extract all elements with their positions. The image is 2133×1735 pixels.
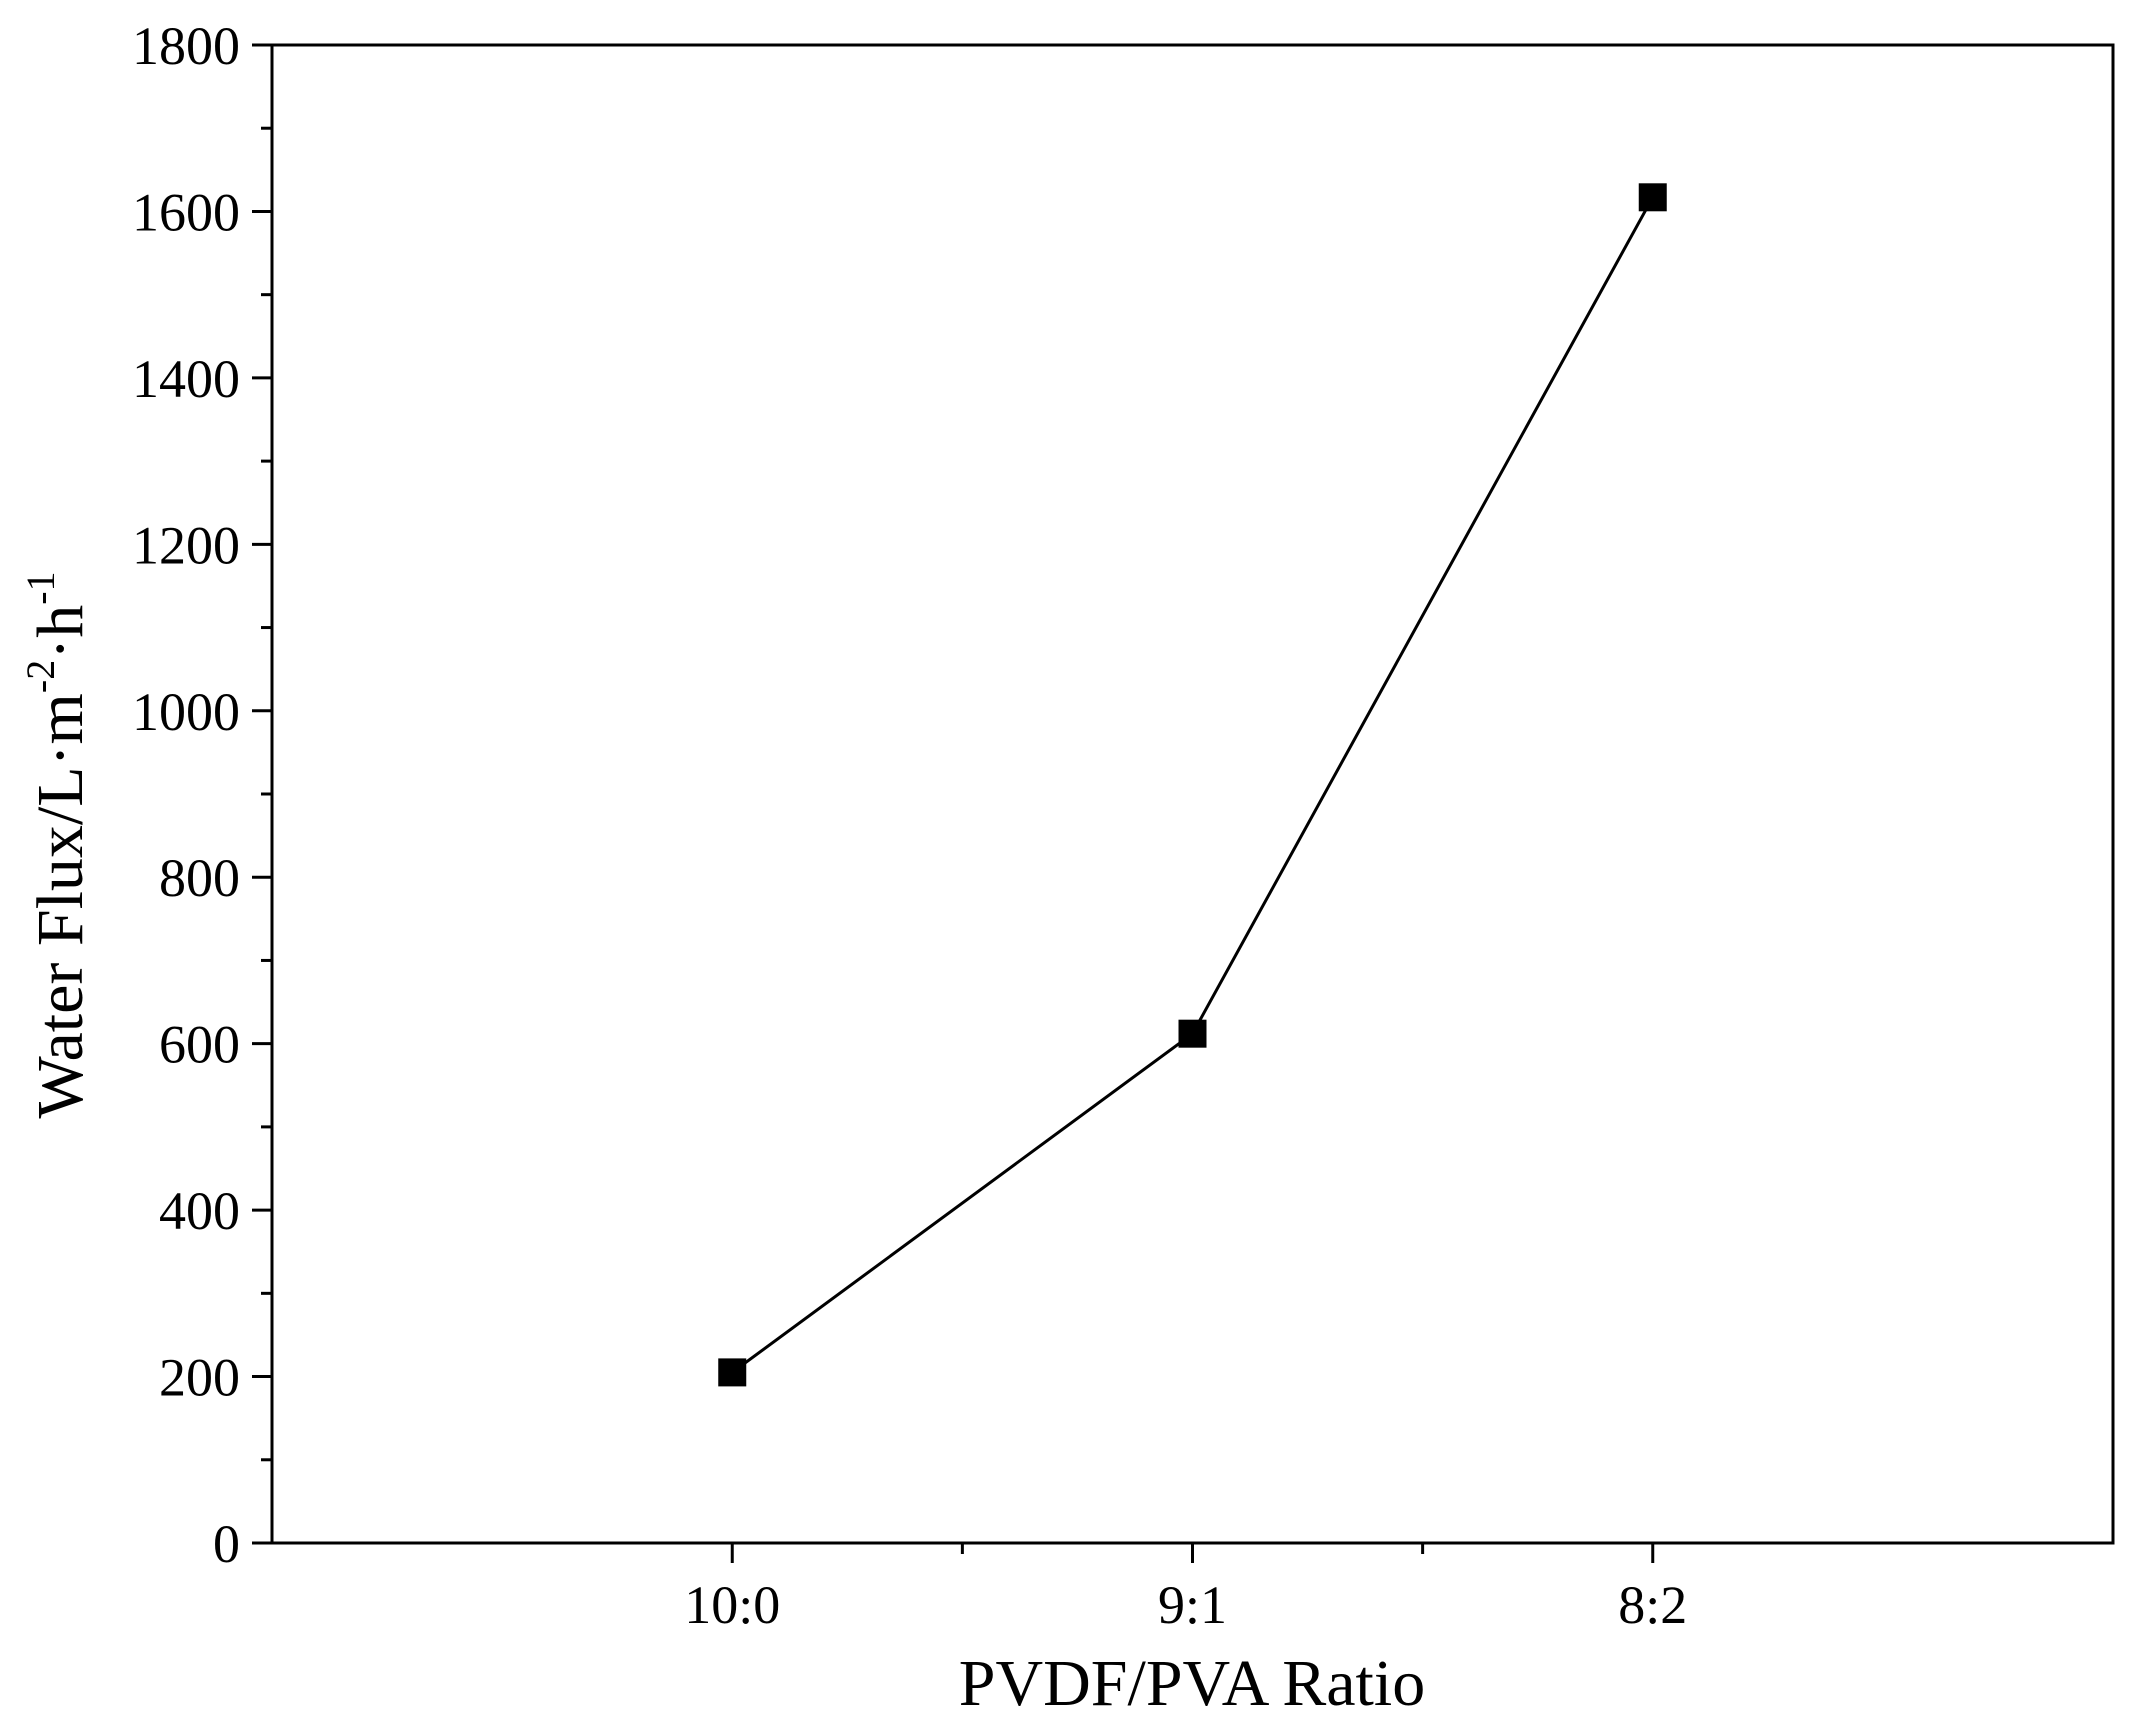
y-tick-label: 1400 [132, 349, 240, 409]
y-tick-label: 200 [159, 1348, 240, 1408]
plot-frame [270, 43, 2115, 1545]
y-tick-label: 1800 [132, 16, 240, 76]
data-point-marker [1638, 183, 1667, 212]
x-axis-label: PVDF/PVA Ratio [959, 1647, 1425, 1720]
x-axis: 10:0 9:1 8:2 [684, 1543, 1687, 1635]
x-tick-label: 8:2 [1618, 1575, 1687, 1635]
y-tick-label: 400 [159, 1181, 240, 1241]
y-tick-label: 600 [159, 1015, 240, 1075]
y-axis-label-exponent-1: -2 [18, 660, 63, 693]
data-point-marker [1178, 1019, 1207, 1048]
y-tick-label: 1200 [132, 515, 240, 575]
y-axis-label: Water Flux/L·m-2·h-1 [18, 571, 97, 1118]
y-tick-label: 1000 [132, 682, 240, 742]
data-point-marker [718, 1358, 747, 1387]
x-tick-label: 10:0 [684, 1575, 780, 1635]
y-tick-label: 0 [213, 1514, 240, 1574]
y-tick-label: 1600 [132, 182, 240, 242]
data-series [718, 183, 1667, 1387]
y-axis-label-exponent-2: -1 [18, 571, 63, 604]
y-axis-label-middle: ·h [24, 605, 97, 660]
y-tick-label: 800 [159, 848, 240, 908]
y-axis: 0 200 400 600 800 1000 1200 1400 1600 1800 [132, 16, 272, 1574]
y-axis-label-main: Water Flux/L·m [24, 693, 97, 1118]
x-tick-label: 9:1 [1158, 1575, 1227, 1635]
series-line [731, 196, 1655, 1374]
